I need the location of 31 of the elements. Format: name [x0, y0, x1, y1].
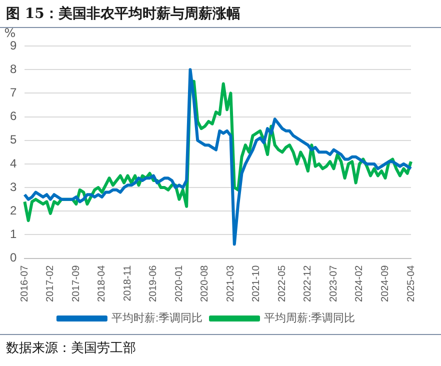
- legend-label: 平均周薪:季调同比: [264, 312, 356, 325]
- y-axis-title: %: [4, 26, 16, 40]
- x-tick-label: 2022-12: [302, 264, 314, 302]
- chart-title: 图 15：美国非农平均时薪与周薪涨幅: [0, 0, 441, 28]
- y-tick-label: 1: [10, 227, 17, 242]
- y-tick-label: 5: [10, 132, 17, 147]
- y-tick-label: 2: [10, 203, 17, 218]
- x-tick-label: 2024-02: [354, 264, 366, 302]
- y-tick-label: 6: [10, 109, 17, 124]
- x-tick-label: 2021-03: [225, 264, 236, 302]
- source-note: 数据来源：美国劳工部: [0, 334, 441, 361]
- legend-label: 平均时薪:季调同比: [111, 312, 203, 325]
- x-tick-label: 2021-10: [251, 264, 262, 302]
- x-tick-label: 2024-09: [380, 264, 391, 302]
- x-tick-label: 2017-09: [70, 264, 82, 302]
- x-tick-label: 2022-05: [276, 264, 288, 302]
- x-tick-label: 2019-06: [148, 264, 160, 302]
- y-tick-label: 7: [10, 85, 17, 100]
- x-tick-label: 2018-11: [122, 264, 134, 302]
- x-tick-label: 2017-02: [45, 264, 56, 302]
- x-tick-label: 2023-07: [328, 264, 340, 302]
- x-tick-label: 2025-04: [406, 264, 417, 302]
- y-tick-label: 3: [10, 180, 17, 194]
- x-tick-label: 2020-08: [200, 264, 211, 302]
- y-tick-label: 4: [10, 156, 17, 170]
- y-tick-label: 9: [10, 38, 17, 52]
- x-tick-label: 2016-07: [19, 264, 30, 302]
- y-tick-label: 0: [10, 250, 17, 265]
- x-tick-label: 2020-01: [174, 264, 185, 302]
- x-tick-label: 2018-04: [96, 264, 108, 302]
- y-tick-label: 8: [10, 62, 17, 76]
